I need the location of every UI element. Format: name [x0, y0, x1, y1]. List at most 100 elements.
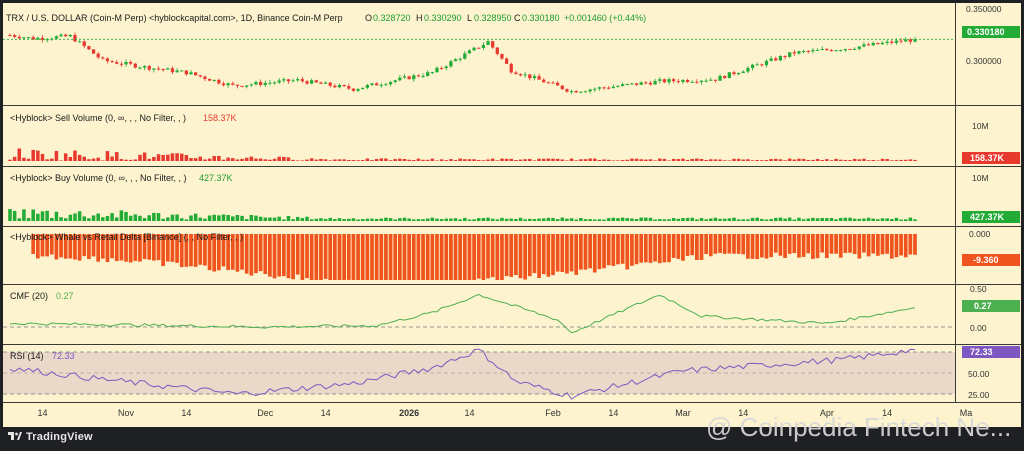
candle-body[interactable]: [77, 41, 82, 43]
sell-volume-bar[interactable]: [8, 159, 12, 161]
buy-volume-bar[interactable]: [811, 217, 815, 221]
delta-bar[interactable]: [500, 234, 504, 280]
sell-volume-bar[interactable]: [258, 158, 263, 161]
candle-body[interactable]: [361, 87, 365, 90]
buy-volume-bar[interactable]: [787, 217, 792, 221]
candle-body[interactable]: [532, 76, 537, 79]
delta-bar[interactable]: [787, 234, 792, 254]
delta-bar[interactable]: [156, 234, 161, 261]
sell-volume-bar[interactable]: [620, 160, 625, 161]
sell-volume-bar[interactable]: [593, 158, 597, 161]
buy-volume-bar[interactable]: [393, 219, 397, 221]
buy-volume-bar[interactable]: [774, 217, 778, 221]
buy-volume-bar[interactable]: [198, 217, 203, 221]
sell-volume-bar[interactable]: [899, 159, 903, 161]
candle-body[interactable]: [333, 85, 337, 88]
sell-volume-bar[interactable]: [523, 159, 527, 161]
delta-bar[interactable]: [783, 234, 787, 258]
delta-bar[interactable]: [235, 234, 240, 272]
candle-body[interactable]: [620, 84, 625, 87]
candle-body[interactable]: [579, 91, 583, 93]
candle-body[interactable]: [866, 44, 871, 46]
buy-volume-bar[interactable]: [829, 217, 834, 221]
buy-volume-bar[interactable]: [370, 218, 374, 221]
sell-volume-bar[interactable]: [449, 159, 453, 161]
buy-volume-bar[interactable]: [880, 218, 885, 221]
buy-volume-label[interactable]: <Hyblock> Buy Volume (0, ∞, , , No Filte…: [10, 173, 186, 183]
buy-volume-bar[interactable]: [565, 218, 569, 221]
sell-volume-bar[interactable]: [175, 153, 179, 161]
buy-volume-bar[interactable]: [555, 219, 560, 221]
candle-body[interactable]: [760, 64, 764, 66]
delta-bar[interactable]: [272, 234, 277, 279]
sell-volume-bar[interactable]: [124, 159, 128, 161]
delta-bar[interactable]: [179, 234, 184, 268]
candle-body[interactable]: [523, 74, 527, 76]
candle-body[interactable]: [138, 67, 142, 69]
sell-volume-bar[interactable]: [866, 160, 871, 161]
delta-bar[interactable]: [59, 234, 63, 258]
buy-volume-bar[interactable]: [231, 216, 235, 221]
buy-volume-bar[interactable]: [838, 217, 843, 221]
buy-volume-bar[interactable]: [699, 218, 704, 221]
sell-volume-bar[interactable]: [73, 150, 77, 161]
delta-bar[interactable]: [588, 234, 592, 269]
sell-volume-bar[interactable]: [453, 160, 458, 161]
candle-body[interactable]: [806, 51, 810, 53]
sell-volume-bar[interactable]: [207, 158, 212, 161]
candle-body[interactable]: [407, 76, 411, 80]
delta-bar[interactable]: [221, 234, 226, 267]
buy-volume-bar[interactable]: [110, 213, 114, 221]
sell-volume-bar[interactable]: [31, 149, 35, 161]
buy-volume-bar[interactable]: [750, 217, 755, 221]
sell-volume-bar[interactable]: [852, 158, 857, 161]
sell-volume-bar[interactable]: [347, 159, 351, 161]
sell-volume-bar[interactable]: [704, 160, 708, 161]
buy-volume-bar[interactable]: [843, 217, 848, 221]
candle-body[interactable]: [769, 58, 773, 61]
delta-bar[interactable]: [523, 234, 528, 280]
sell-volume-bar[interactable]: [133, 159, 138, 161]
delta-bar[interactable]: [230, 234, 235, 270]
buy-volume-bar[interactable]: [597, 219, 602, 221]
delta-bar[interactable]: [244, 234, 249, 274]
candle-body[interactable]: [811, 49, 815, 52]
buy-volume-bar[interactable]: [235, 215, 240, 221]
delta-bar[interactable]: [439, 234, 444, 280]
delta-bars[interactable]: [31, 234, 917, 280]
buy-volume-bar[interactable]: [876, 219, 880, 221]
buy-volume-bar[interactable]: [356, 219, 360, 221]
buy-volume-bar[interactable]: [295, 216, 300, 221]
candle-body[interactable]: [463, 53, 467, 59]
delta-bar[interactable]: [319, 234, 323, 280]
delta-bar[interactable]: [263, 234, 268, 275]
sell-volume-bar[interactable]: [374, 158, 379, 161]
candle-body[interactable]: [593, 88, 597, 90]
sell-volume-bar[interactable]: [476, 159, 481, 161]
sell-volume-bar[interactable]: [467, 159, 472, 161]
delta-bar[interactable]: [54, 234, 59, 260]
buy-volume-bar[interactable]: [407, 218, 411, 221]
sell-volume-bar[interactable]: [212, 156, 216, 161]
buy-volume-bar[interactable]: [681, 218, 685, 221]
buy-volume-bar[interactable]: [184, 219, 189, 221]
delta-bar[interactable]: [486, 234, 490, 279]
candle-body[interactable]: [607, 87, 611, 89]
delta-bar[interactable]: [518, 234, 523, 279]
buy-volume-bar[interactable]: [412, 219, 416, 221]
delta-bar[interactable]: [68, 234, 73, 259]
delta-bar[interactable]: [834, 234, 838, 254]
buy-volume-bar[interactable]: [574, 219, 578, 221]
buy-volume-bar[interactable]: [221, 214, 226, 221]
delta-bar[interactable]: [184, 234, 189, 267]
delta-bar[interactable]: [532, 234, 537, 274]
buy-volume-bar[interactable]: [634, 219, 639, 221]
delta-bar[interactable]: [862, 234, 866, 253]
sell-volume-bar[interactable]: [857, 159, 862, 161]
sell-volume-bar[interactable]: [787, 158, 792, 161]
delta-bar[interactable]: [393, 234, 398, 280]
buy-volume-bar[interactable]: [365, 218, 370, 221]
delta-bar[interactable]: [616, 234, 620, 265]
sell-volume-bar[interactable]: [834, 158, 838, 161]
buy-volume-bar[interactable]: [514, 219, 518, 221]
